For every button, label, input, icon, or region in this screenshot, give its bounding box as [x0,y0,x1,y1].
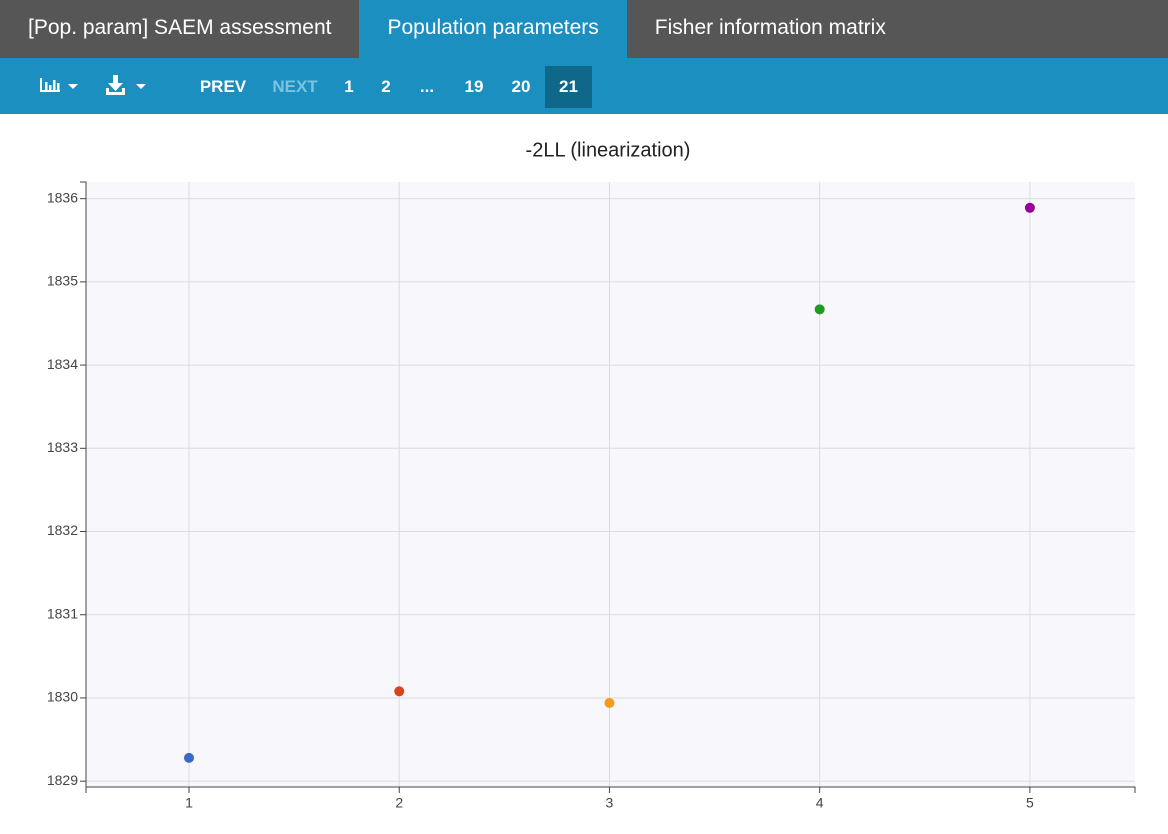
point [184,752,195,763]
point [814,304,825,315]
y-tick-label: 1831 [47,605,78,621]
x-tick-label: 5 [1026,795,1034,811]
page-button[interactable]: 19 [464,77,484,96]
chart-icon [40,78,78,92]
tab-active[interactable]: Population parameters [359,0,627,58]
toolbar: PREV NEXT 1 2 ... 19 20 21 [0,58,1168,114]
page-button[interactable]: 20 [511,77,531,96]
download-icon [106,75,146,95]
y-tick-label: 1836 [47,189,78,205]
chart-title: -2LL (linearization) [526,139,691,161]
tab[interactable]: Fisher information matrix [654,16,886,39]
y-tick-label: 1835 [47,273,78,289]
y-tick-label: 1832 [47,522,78,538]
page-button[interactable]: 2 [381,77,391,96]
y-tick-label: 1829 [47,772,78,788]
chart: -2LL (linearization) 1829 1830 1831 1832 183… [47,139,1136,811]
tab[interactable]: [Pop. param] SAEM assessment [28,16,332,39]
prev-button[interactable]: PREV [199,77,247,96]
y-tick-label: 1833 [47,439,78,455]
tab-bar: [Pop. param] SAEM assessment Population … [0,0,1168,58]
point [604,697,615,708]
x-tick-label: 1 [185,795,193,811]
page-ellipsis: ... [419,77,435,96]
y-tick-label: 1830 [47,689,78,705]
y-tick-label: 1834 [47,356,78,372]
x-axis [85,786,1136,793]
point [1024,202,1035,213]
x-tick-label: 2 [395,795,403,811]
page-button-active[interactable]: 21 [545,66,592,108]
plot-area [86,182,1135,787]
x-tick-label: 4 [816,795,824,811]
download-menu[interactable] [104,58,150,114]
chart-menu[interactable] [38,58,84,114]
point [394,686,405,697]
x-tick-label: 3 [606,795,614,811]
page-button[interactable]: 1 [344,77,354,96]
next-button[interactable]: NEXT [272,77,318,96]
y-axis [80,181,87,793]
